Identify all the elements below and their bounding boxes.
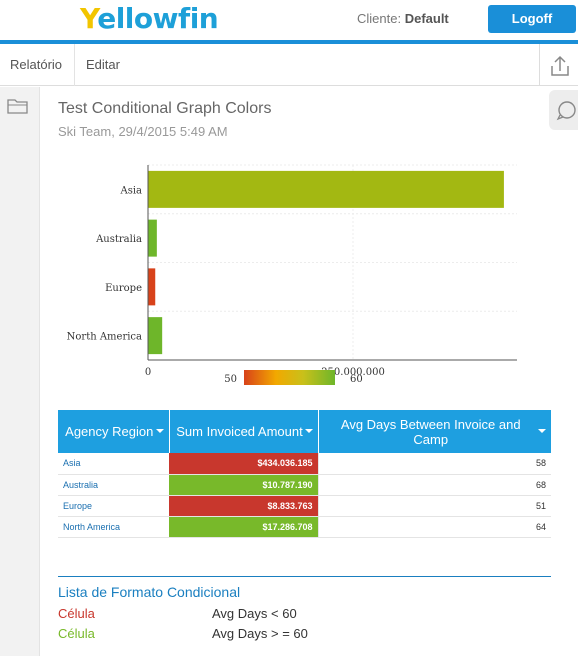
chart-tick-labels: 0 250.000.000 bbox=[145, 367, 385, 378]
client-indicator: Cliente: Default bbox=[357, 11, 449, 26]
data-table: Agency Region Sum Invoiced Amount Avg Da… bbox=[58, 410, 551, 538]
conditional-list-title: Lista de Formato Condicional bbox=[58, 584, 241, 600]
bar-australia bbox=[148, 219, 157, 257]
region-cell[interactable]: North America bbox=[58, 516, 169, 538]
report-subtitle: Ski Team, 29/4/2015 5:49 AM bbox=[58, 124, 228, 139]
table-row: Australia $10.787.190 68 bbox=[58, 474, 551, 496]
menu-item-relatorio[interactable]: Relatório bbox=[10, 57, 63, 72]
legend-gradient-bar bbox=[244, 370, 335, 385]
column-header-days[interactable]: Avg Days Between Invoice and Camp bbox=[318, 410, 551, 453]
region-cell[interactable]: Europe bbox=[58, 495, 169, 517]
amount-cell: $8.833.763 bbox=[169, 495, 318, 517]
x-tick-label: 250.000.000 bbox=[321, 367, 385, 378]
category-label: North America bbox=[67, 332, 142, 343]
chart-category-labels: Asia Australia Europe North America bbox=[67, 185, 142, 342]
chart-legend: 50 60 bbox=[224, 370, 363, 385]
menu-divider bbox=[74, 44, 75, 86]
region-cell[interactable]: Australia bbox=[58, 474, 169, 496]
export-icon bbox=[551, 55, 569, 76]
bar-asia bbox=[148, 170, 504, 208]
menu-item-editar[interactable]: Editar bbox=[86, 57, 120, 72]
sort-caret-icon[interactable] bbox=[155, 429, 164, 433]
sort-caret-icon[interactable] bbox=[304, 429, 313, 433]
region-cell[interactable]: Asia bbox=[58, 453, 169, 475]
days-cell: 51 bbox=[317, 495, 551, 517]
bar-europe bbox=[148, 268, 156, 306]
conditional-rule-text: Avg Days < 60 bbox=[212, 606, 297, 621]
report-title: Test Conditional Graph Colors bbox=[58, 100, 272, 117]
amount-cell: $10.787.190 bbox=[169, 474, 318, 496]
folder-icon[interactable] bbox=[7, 97, 29, 115]
x-tick-label: 0 bbox=[145, 367, 151, 378]
client-value: Default bbox=[404, 11, 449, 26]
conditional-cell-label: Célula bbox=[58, 606, 95, 621]
column-header-amount[interactable]: Sum Invoiced Amount bbox=[169, 410, 319, 453]
header-accent-line bbox=[0, 40, 578, 44]
top-bar: Yellowfin Cliente: Default Logoff bbox=[0, 0, 578, 40]
amount-cell: $17.286.708 bbox=[169, 516, 318, 538]
conditional-cell-label: Célula bbox=[58, 626, 95, 641]
category-label: Europe bbox=[105, 283, 142, 294]
days-cell: 64 bbox=[317, 516, 551, 538]
comment-icon bbox=[556, 101, 576, 121]
days-cell: 58 bbox=[317, 453, 551, 475]
category-label: Australia bbox=[95, 234, 142, 245]
column-header-region[interactable]: Agency Region bbox=[58, 410, 170, 453]
legend-min-label: 50 bbox=[224, 374, 237, 385]
table-header-row: Agency Region Sum Invoiced Amount Avg Da… bbox=[58, 410, 551, 453]
chart-axes bbox=[147, 165, 517, 361]
table-row: Europe $8.833.763 51 bbox=[58, 495, 551, 517]
export-button[interactable] bbox=[539, 44, 578, 86]
comments-tab[interactable] bbox=[549, 90, 578, 130]
days-cell: 68 bbox=[317, 474, 551, 496]
amount-cell: $434.036.185 bbox=[169, 453, 318, 475]
table-row: North America $17.286.708 64 bbox=[58, 516, 551, 538]
left-rail bbox=[0, 87, 40, 656]
category-label: Asia bbox=[119, 185, 142, 196]
conditional-rule-text: Avg Days > = 60 bbox=[212, 626, 308, 641]
bar-chart: Asia Australia Europe North America 0 250.00… bbox=[67, 164, 517, 385]
logoff-button[interactable]: Logoff bbox=[488, 5, 576, 33]
conditional-divider bbox=[58, 576, 551, 577]
yellowfin-logo[interactable]: Yellowfin bbox=[80, 2, 219, 35]
sort-caret-icon[interactable] bbox=[538, 429, 546, 433]
chart-bars bbox=[148, 170, 504, 355]
client-label: Cliente: bbox=[357, 11, 402, 26]
legend-max-label: 60 bbox=[350, 374, 363, 385]
bar-north-america bbox=[148, 317, 163, 355]
menu-bar: Relatório Editar bbox=[0, 44, 578, 86]
table-row: Asia $434.036.185 58 bbox=[58, 453, 551, 475]
